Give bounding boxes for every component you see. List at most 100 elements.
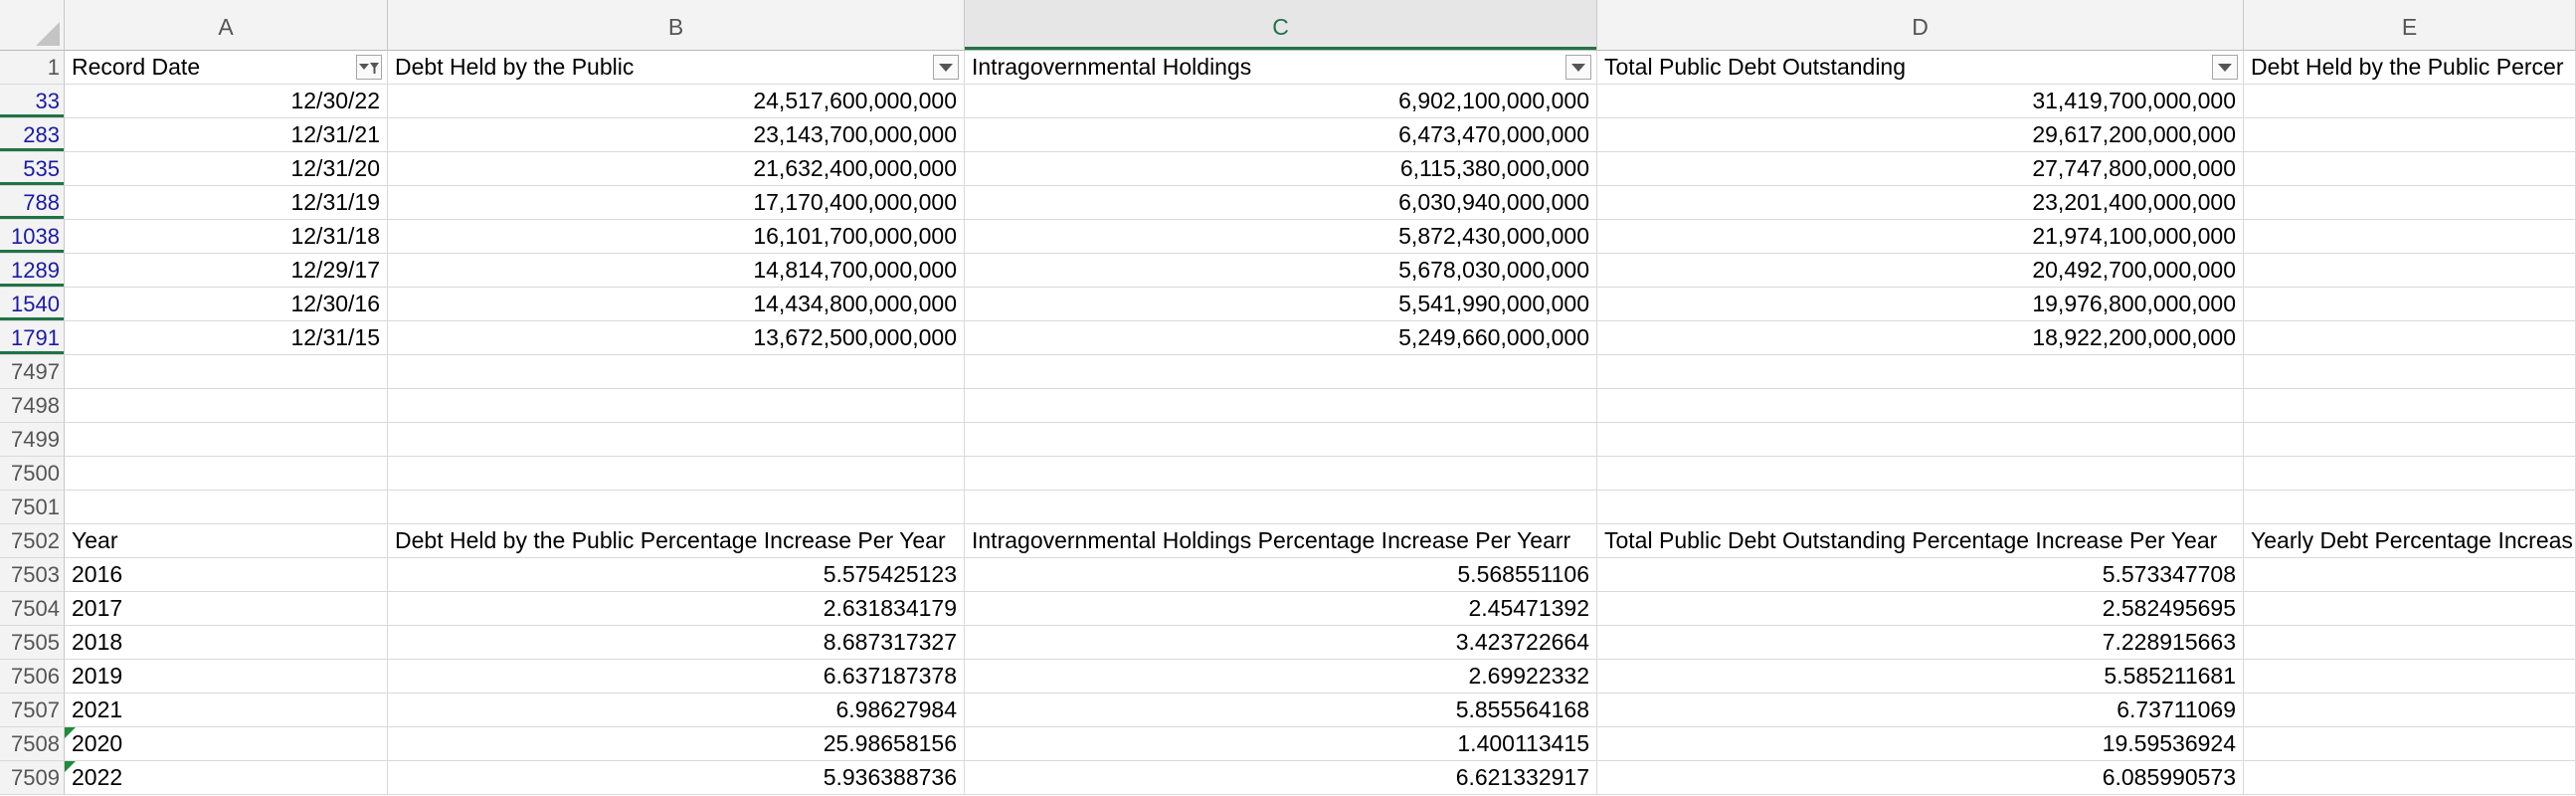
cell-empty[interactable] [65,355,388,389]
cell-pct-public[interactable]: 5.936388736 [388,761,965,795]
cell-debt-public[interactable]: 16,101,700,000,000 [388,220,965,254]
cell-intragov[interactable]: 5,249,660,000,000 [965,321,1597,355]
cell-total[interactable]: 19,976,800,000,000 [1597,288,2244,321]
row-number[interactable]: 7508 [0,727,65,761]
cell-record-date[interactable]: 12/30/16 [65,288,388,321]
cell-pct-total[interactable]: 2.582495695 [1597,592,2244,626]
pct-header-intragov[interactable]: Intragovernmental Holdings Percentage In… [965,524,1597,558]
pct-header-year[interactable]: Year [65,524,388,558]
filter-dropdown-button[interactable] [2212,55,2238,80]
cell-total[interactable]: 29,617,200,000,000 [1597,118,2244,152]
cell-record-date[interactable]: 12/30/22 [65,85,388,118]
cell-pct-total[interactable]: 6.085990573 [1597,761,2244,795]
row-number[interactable]: 7507 [0,694,65,727]
error-flag-icon[interactable] [65,761,76,772]
cell-pct-total[interactable]: 6.73711069 [1597,694,2244,727]
cell-empty[interactable] [1597,355,2244,389]
cell-year[interactable]: 2017 [65,592,388,626]
row-number[interactable]: 7501 [0,491,65,524]
row-number[interactable]: 535 [0,152,65,186]
pct-header-yearly[interactable]: Yearly Debt Percentage Increas [2244,524,2576,558]
cell-pct-public[interactable]: 8.687317327 [388,626,965,660]
cell-empty[interactable] [388,389,965,423]
cell-empty[interactable] [2244,85,2576,118]
cell-empty[interactable] [2244,558,2576,592]
row-number[interactable]: 33 [0,85,65,118]
cell-empty[interactable] [2244,626,2576,660]
row-number[interactable]: 7506 [0,660,65,694]
cell-total[interactable]: 21,974,100,000,000 [1597,220,2244,254]
cell-pct-public[interactable]: 25.98658156 [388,727,965,761]
row-number[interactable]: 7497 [0,355,65,389]
cell-empty[interactable] [2244,423,2576,457]
cell-debt-public[interactable]: 17,170,400,000,000 [388,186,965,220]
cell-debt-public[interactable]: 13,672,500,000,000 [388,321,965,355]
row-number[interactable]: 7505 [0,626,65,660]
cell-record-date[interactable]: 12/31/20 [65,152,388,186]
cell-empty[interactable] [2244,186,2576,220]
cell-empty[interactable] [65,423,388,457]
cell-empty[interactable] [2244,457,2576,491]
cell-empty[interactable] [2244,727,2576,761]
pct-header-total[interactable]: Total Public Debt Outstanding Percentage… [1597,524,2244,558]
cell-record-date[interactable]: 12/31/18 [65,220,388,254]
cell-empty[interactable] [965,457,1597,491]
row-number[interactable]: 1540 [0,288,65,321]
cell-record-date[interactable]: 12/29/17 [65,254,388,288]
row-number[interactable]: 788 [0,186,65,220]
cell-pct-intragov[interactable]: 2.69922332 [965,660,1597,694]
cell-empty[interactable] [2244,355,2576,389]
row-number[interactable]: 7502 [0,524,65,558]
cell-intragov[interactable]: 5,541,990,000,000 [965,288,1597,321]
cell-empty[interactable] [2244,288,2576,321]
row-number[interactable]: 1289 [0,254,65,288]
cell-empty[interactable] [1597,491,2244,524]
cell-pct-intragov[interactable]: 1.400113415 [965,727,1597,761]
cell-intragov[interactable]: 5,678,030,000,000 [965,254,1597,288]
cell-empty[interactable] [2244,491,2576,524]
row-number[interactable]: 7500 [0,457,65,491]
cell-pct-intragov[interactable]: 2.45471392 [965,592,1597,626]
column-header-d[interactable]: D [1597,0,2244,51]
cell-empty[interactable] [388,423,965,457]
cell-total[interactable]: 18,922,200,000,000 [1597,321,2244,355]
cell-empty[interactable] [2244,118,2576,152]
cell-year[interactable]: 2018 [65,626,388,660]
cell-empty[interactable] [965,355,1597,389]
cell-total[interactable]: 23,201,400,000,000 [1597,186,2244,220]
cell-intragov[interactable]: 6,902,100,000,000 [965,85,1597,118]
row-number[interactable]: 283 [0,118,65,152]
column-header-a[interactable]: A [65,0,388,51]
cell-total[interactable]: 31,419,700,000,000 [1597,85,2244,118]
cell-pct-public[interactable]: 5.575425123 [388,558,965,592]
header-cell-intragov[interactable]: Intragovernmental Holdings [965,51,1597,85]
cell-empty[interactable] [388,457,965,491]
cell-empty[interactable] [2244,660,2576,694]
cell-pct-intragov[interactable]: 5.855564168 [965,694,1597,727]
cell-record-date[interactable]: 12/31/19 [65,186,388,220]
cell-total[interactable]: 20,492,700,000,000 [1597,254,2244,288]
cell-debt-public[interactable]: 14,434,800,000,000 [388,288,965,321]
cell-empty[interactable] [388,355,965,389]
cell-year[interactable]: 2021 [65,694,388,727]
cell-empty[interactable] [2244,389,2576,423]
cell-intragov[interactable]: 6,030,940,000,000 [965,186,1597,220]
cell-empty[interactable] [965,389,1597,423]
cell-intragov[interactable]: 6,473,470,000,000 [965,118,1597,152]
cell-pct-intragov[interactable]: 3.423722664 [965,626,1597,660]
cell-empty[interactable] [1597,457,2244,491]
cell-empty[interactable] [1597,423,2244,457]
cell-year[interactable]: 2020 [65,727,388,761]
cell-total[interactable]: 27,747,800,000,000 [1597,152,2244,186]
cell-pct-intragov[interactable]: 5.568551106 [965,558,1597,592]
row-number[interactable]: 7509 [0,761,65,795]
error-flag-icon[interactable] [65,727,76,738]
row-number[interactable]: 1791 [0,321,65,355]
cell-empty[interactable] [2244,254,2576,288]
cell-debt-public[interactable]: 14,814,700,000,000 [388,254,965,288]
cell-empty[interactable] [965,491,1597,524]
row-number[interactable]: 1 [0,51,65,85]
cell-debt-public[interactable]: 24,517,600,000,000 [388,85,965,118]
filter-dropdown-button[interactable] [933,55,959,80]
cell-year[interactable]: 2016 [65,558,388,592]
